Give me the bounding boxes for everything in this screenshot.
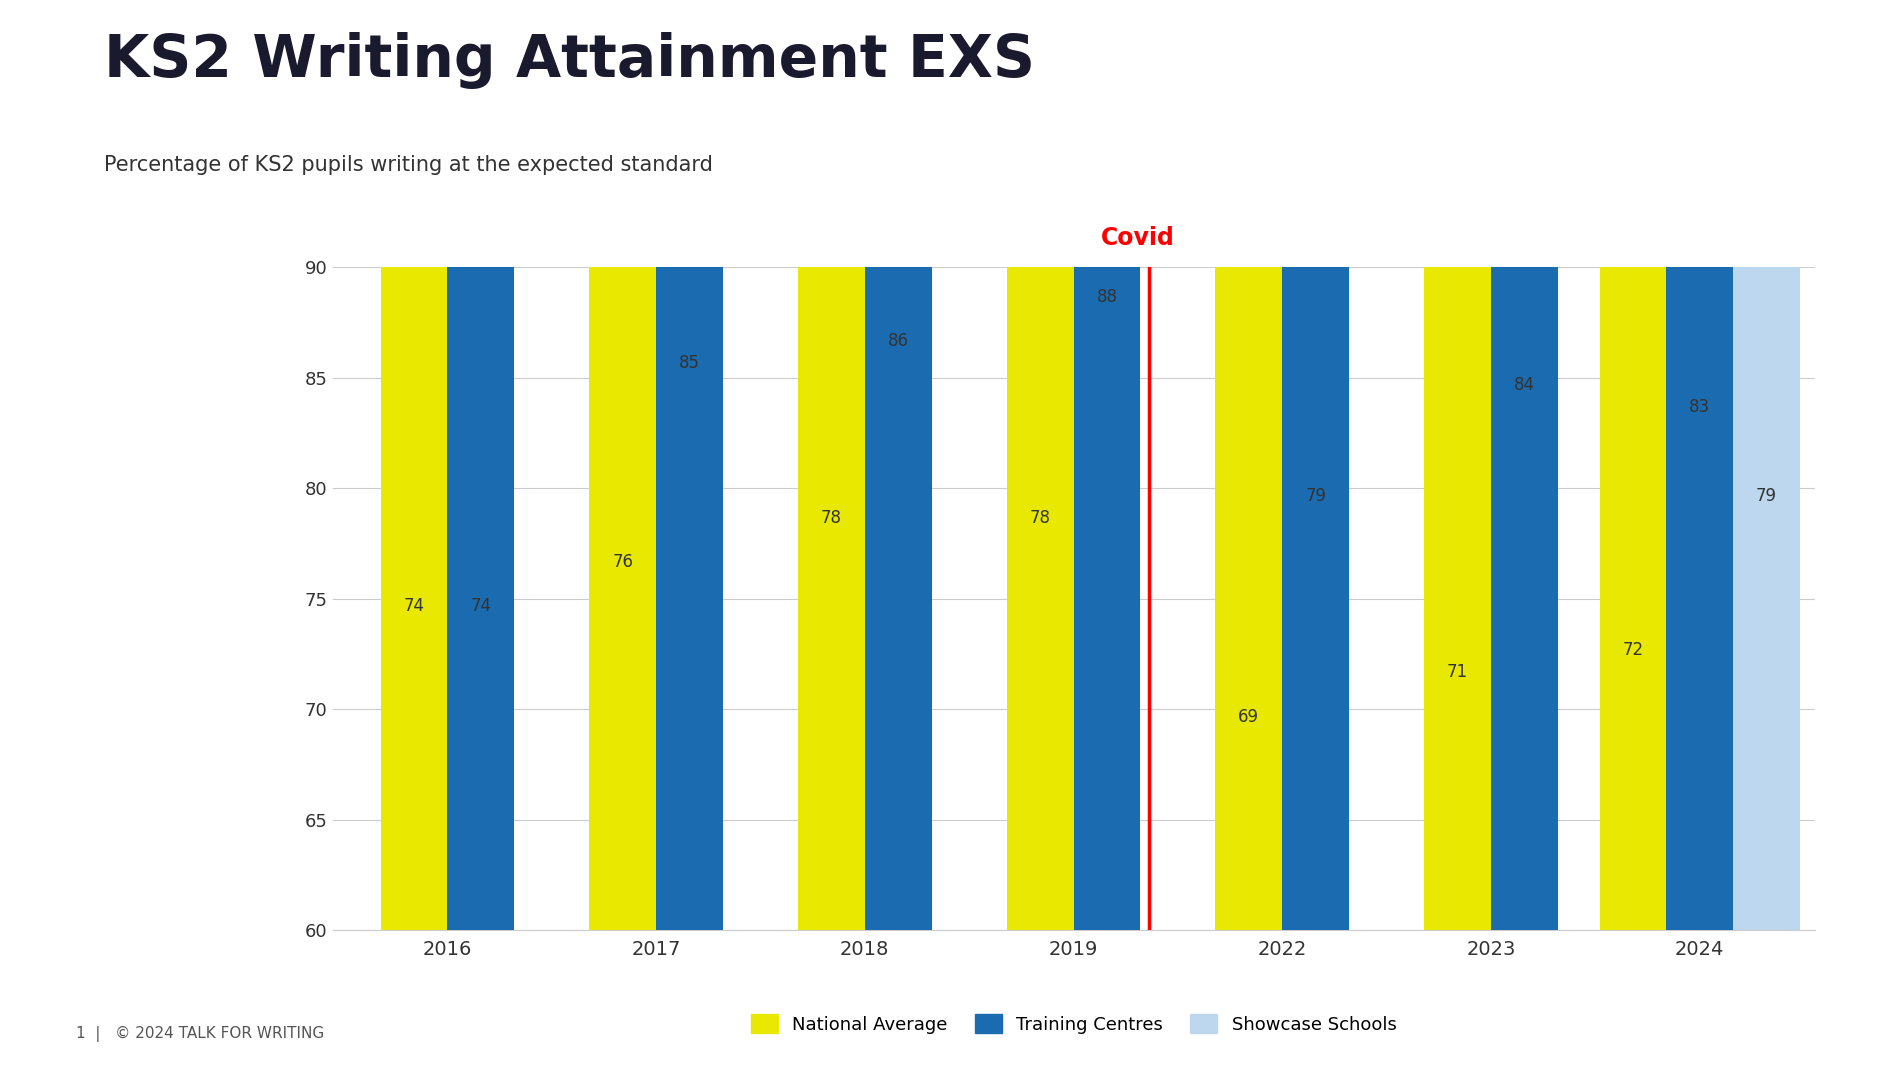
Bar <box>864 0 931 930</box>
Text: 72: 72 <box>1623 641 1644 660</box>
Text: Percentage of KS2 pupils writing at the expected standard: Percentage of KS2 pupils writing at the … <box>104 155 712 175</box>
Bar <box>1600 0 1666 930</box>
Text: 86: 86 <box>887 332 908 350</box>
Bar <box>589 0 656 930</box>
Text: 78: 78 <box>1030 509 1051 527</box>
Bar <box>1074 0 1140 930</box>
Bar <box>380 0 446 930</box>
Text: 84: 84 <box>1514 376 1535 394</box>
Text: 69: 69 <box>1239 708 1260 726</box>
Text: 71: 71 <box>1448 664 1469 682</box>
Bar <box>446 0 515 930</box>
Bar <box>1216 0 1282 930</box>
Text: 79: 79 <box>1756 486 1777 505</box>
Bar <box>1425 0 1492 930</box>
Legend: National Average, Training Centres, Showcase Schools: National Average, Training Centres, Show… <box>741 1005 1406 1042</box>
Text: 74: 74 <box>403 598 424 615</box>
Text: 79: 79 <box>1305 486 1326 505</box>
Bar <box>1666 0 1733 930</box>
Text: KS2 Writing Attainment EXS: KS2 Writing Attainment EXS <box>104 32 1036 89</box>
Bar <box>1282 0 1349 930</box>
Text: 83: 83 <box>1689 399 1710 416</box>
Bar <box>1492 0 1558 930</box>
Text: Covid: Covid <box>1102 226 1174 249</box>
Text: 1  |   © 2024 TALK FOR WRITING: 1 | © 2024 TALK FOR WRITING <box>76 1026 325 1042</box>
Bar <box>798 0 864 930</box>
Text: 78: 78 <box>821 509 842 527</box>
Text: 74: 74 <box>469 598 492 615</box>
Bar <box>1007 0 1073 930</box>
Bar <box>1733 0 1799 930</box>
Text: 85: 85 <box>678 354 699 372</box>
Text: 88: 88 <box>1096 288 1117 306</box>
Text: 76: 76 <box>612 553 633 571</box>
Bar <box>656 0 722 930</box>
